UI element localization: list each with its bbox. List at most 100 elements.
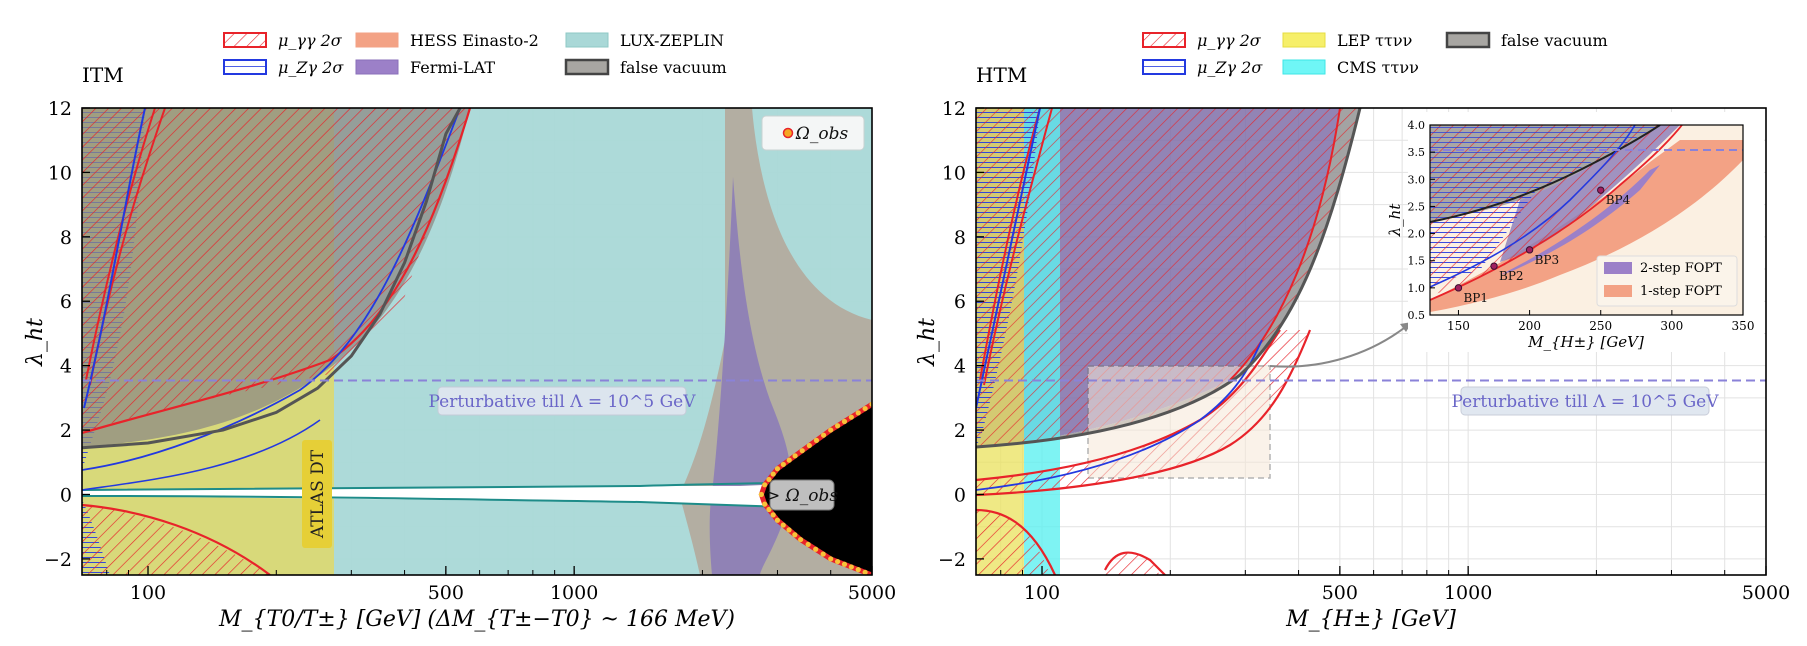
- itm-legend-swatch-mu-gg: [223, 32, 267, 48]
- inset-plot-area: BP1 BP2 BP3 BP4: [1430, 125, 1743, 315]
- inset-benchmark-label: BP4: [1606, 193, 1631, 207]
- itm-relic-dots: [758, 401, 872, 575]
- inset-benchmark-point: [1597, 186, 1605, 194]
- inset-legend-label-2step: 2-step FOPT: [1640, 261, 1722, 276]
- htm-x-tick-label: 500: [1322, 582, 1358, 604]
- itm-mu-gammagamma-lower-region: [82, 505, 270, 575]
- htm-y-axis-label: λ_ht: [915, 318, 940, 367]
- inset-black-line: [1430, 125, 1661, 223]
- itm-relic-dot: [834, 423, 841, 429]
- htm-x-tick-label: 100: [1024, 582, 1060, 604]
- htm-x-tick-label: 5000: [1742, 582, 1790, 604]
- itm-perturbative-label-box: [437, 386, 687, 416]
- itm-legend-swatch-lux: [565, 32, 609, 48]
- itm-perturbative-label: Perturbative till Λ = 10^5 GeV: [428, 392, 696, 412]
- itm-relic-dot: [828, 556, 834, 562]
- htm-y-tick-label: 0: [954, 484, 966, 506]
- itm-legend-swatch-fermi: [355, 59, 399, 75]
- itm-relic-dot: [758, 491, 764, 498]
- inset-y-axis-label: λ_ht: [1386, 203, 1404, 238]
- htm-perturbative-label-box: [1460, 386, 1710, 416]
- itm-relic-dot: [855, 410, 861, 416]
- itm-relic-dot: [862, 569, 868, 575]
- htm-legend-swatch-fv: [1445, 31, 1491, 49]
- itm-y-axis-label: λ_ht: [23, 318, 48, 367]
- itm-panel: −2 0 2 4 6 8 10 12 100 500 1000 5000 Perturbative t…: [23, 31, 896, 632]
- htm-blue-line-1: [976, 108, 1041, 409]
- htm-legend-label-cms: CMS ττνν: [1337, 58, 1419, 77]
- itm-relic-dot: [770, 512, 776, 518]
- inset-y-tick-label: 3.0: [1408, 173, 1426, 186]
- inset-legend-label-1step: 1-step FOPT: [1640, 284, 1722, 299]
- itm-over-omega-label: > Ω_obs: [766, 486, 838, 506]
- inset-benchmark-point: [1490, 262, 1498, 270]
- htm-red-line-1: [979, 108, 1041, 381]
- itm-y-tick-label: 12: [48, 98, 72, 120]
- itm-panel-title: ITM: [82, 63, 124, 87]
- itm-relic-dot: [820, 551, 826, 557]
- itm-false-vacuum-line: [82, 108, 462, 450]
- itm-legend-label-mu-gg: μ_γγ 2σ: [278, 31, 343, 50]
- itm-relic-dot: [813, 546, 819, 552]
- htm-legend-label-fv: false vacuum: [1501, 31, 1608, 50]
- itm-relic-dot: [774, 466, 781, 472]
- itm-relic-dot: [762, 482, 768, 488]
- itm-relic-dot: [828, 427, 834, 433]
- inset-benchmark-point: [1454, 284, 1463, 292]
- htm-red-line-5: [976, 508, 1057, 575]
- itm-legend-label-fermi: Fermi-LAT: [410, 58, 495, 77]
- htm-panel-title: HTM: [976, 63, 1027, 87]
- itm-relic-dot: [770, 471, 776, 477]
- inset-y-tick-label: 0.5: [1408, 309, 1426, 322]
- htm-red-line-6: [1104, 551, 1166, 575]
- itm-blue-line-3: [82, 419, 321, 491]
- itm-relic-dot: [766, 476, 772, 483]
- inset-y-tick-label: 1.5: [1408, 255, 1426, 268]
- htm-panel: −2 0 2 4 6 8 10 12 100 500 1000 5000 Perturbative t…: [915, 31, 1790, 632]
- inset-benchmark-point: [1525, 246, 1534, 254]
- inset-y-tick-label: 2.0: [1408, 228, 1426, 241]
- itm-relic-dot: [792, 453, 798, 459]
- itm-relic-dot: [780, 522, 786, 528]
- inset-x-tick-label: 300: [1660, 319, 1683, 333]
- itm-relic-dot: [786, 457, 792, 463]
- inset-x-tick-label: 150: [1447, 319, 1470, 333]
- itm-plot-area: [82, 108, 872, 575]
- itm-relic-dot: [820, 432, 827, 438]
- itm-relic-dot: [813, 437, 820, 443]
- itm-relic-dot: [855, 567, 861, 573]
- itm-relic-dot: [841, 418, 848, 425]
- itm-legend-label-mu-zg: μ_Zγ 2σ: [278, 58, 344, 77]
- inset-x-tick-label: 250: [1589, 319, 1612, 333]
- inset-frame: [1429, 124, 1744, 316]
- itm-relic-dot: [799, 448, 805, 454]
- itm-relic-dot: [848, 414, 854, 420]
- itm-red-line-4: [82, 503, 271, 575]
- htm-red-line-7: [1229, 108, 1341, 381]
- htm-legend-label-lep: LEP ττνν: [1337, 31, 1412, 50]
- itm-legend-swatch-hess: [355, 32, 399, 48]
- itm-y-tick-label: 8: [60, 227, 72, 249]
- htm-mu-gammagamma-lower: [976, 510, 1050, 575]
- inset-y-tick-label: 1.0: [1408, 282, 1426, 295]
- itm-relic-dot: [766, 506, 772, 513]
- itm-relic-dot: [774, 517, 781, 523]
- itm-relic-dot: [762, 501, 768, 507]
- itm-mu-gammagamma-upper-region: [82, 108, 470, 432]
- itm-y-tick-label: −2: [44, 549, 72, 571]
- itm-omega-legend-marker: [782, 127, 794, 139]
- itm-blue-line-1: [83, 108, 146, 409]
- itm-legend-swatch-mu-zg: [223, 59, 267, 75]
- inset-red-line-1: [1430, 125, 1683, 301]
- itm-relic-dot: [862, 405, 868, 412]
- htm-y-tick-label: 6: [954, 291, 966, 313]
- itm-band-top: [82, 479, 872, 491]
- itm-relic-dot: [780, 461, 786, 468]
- inset-benchmark-label: BP2: [1499, 269, 1524, 283]
- itm-omega-legend-label: Ω_obs: [795, 124, 849, 144]
- itm-legend-swatch-fv: [564, 58, 610, 76]
- htm-legend-swatch-lep: [1282, 32, 1326, 48]
- itm-blue-line-2: [82, 108, 461, 471]
- itm-legend: μ_γγ 2σ μ_Zγ 2σ HESS Einasto-2 Fermi-LAT…: [223, 31, 727, 77]
